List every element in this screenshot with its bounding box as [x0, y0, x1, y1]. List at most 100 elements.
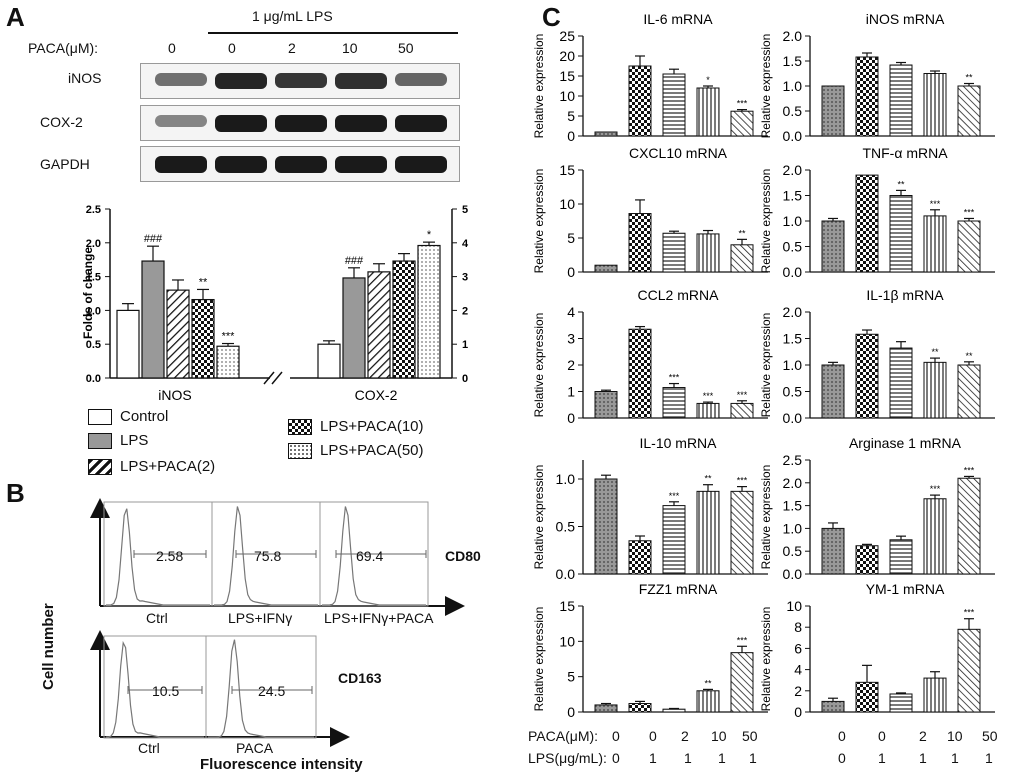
cxcl10-mrna-title: CXCL10 mRNA — [629, 145, 728, 161]
arginase-1-mrna-bar-3 — [923, 498, 947, 575]
blot-cox2 — [140, 105, 460, 141]
legend-item-control: Control — [88, 408, 168, 425]
y-tick-label: 1.0 — [86, 305, 101, 317]
bottom2-lps-0: 0 — [838, 750, 846, 766]
il-1-mrna-bar-2 — [889, 347, 913, 419]
arginase-1-mrna-significance-mark: *** — [964, 465, 975, 475]
flow-panel — [90, 498, 465, 747]
cxcl10-mrna-bar-4 — [730, 244, 754, 273]
significance-mark: ### — [345, 255, 364, 267]
y-tick-label: 2.5 — [86, 204, 101, 216]
fzz1-mrna-bar-1 — [628, 703, 652, 713]
fzz1-mrna-y-label: Relative expression — [532, 607, 546, 712]
cxcl10-mrna-y-tick-label: 0 — [567, 264, 575, 280]
legend-item-paca10: LPS+PACA(10) — [288, 418, 424, 435]
il-10-mrna-y-label: Relative expression — [532, 465, 546, 570]
cd163-paca-frame — [205, 635, 317, 739]
il-6-mrna-title: IL-6 mRNA — [643, 11, 713, 27]
cd163-label-paca: PACA — [236, 740, 274, 756]
arginase-1-mrna-y-tick-label: 1.5 — [783, 498, 803, 514]
ym-1-mrna-bar-4 — [957, 628, 981, 713]
inos-mrna-bar-3 — [923, 73, 947, 137]
cxcl10-mrna-y-tick-label: 5 — [567, 230, 575, 246]
tnf-mrna-y-tick-label: 2.0 — [783, 162, 803, 178]
bottom2-lps-2: 1 — [919, 750, 927, 766]
cd163-value-paca: 24.5 — [258, 683, 286, 699]
tnf-mrna-y-tick-label: 0.0 — [783, 264, 803, 280]
ccl2-mrna-bar-4 — [730, 402, 754, 419]
inos-mrna-title: iNOS mRNA — [866, 11, 945, 27]
cxcl10-mrna-bar-0 — [594, 264, 618, 273]
significance-mark: *** — [222, 331, 236, 343]
blot-band — [215, 156, 267, 173]
fzz1-mrna-y-tick-label: 0 — [567, 704, 575, 720]
cd163-label-ctrl: Ctrl — [138, 740, 160, 756]
ym-1-mrna-bar-0 — [821, 700, 845, 713]
ccl2-mrna-y-tick-label: 3 — [567, 331, 575, 347]
il-6-mrna-y-tick-label: 20 — [559, 48, 575, 64]
legend-swatch-lps — [88, 432, 112, 449]
il-1-mrna-significance-mark: ** — [931, 347, 939, 357]
il-6-mrna-y-label: Relative expression — [532, 34, 546, 139]
panel-label-c: C — [542, 2, 561, 32]
significance-mark: ** — [199, 276, 208, 288]
tnf-mrna-bar-4 — [957, 220, 981, 273]
ym-1-mrna-bar-1 — [855, 681, 879, 713]
fzz1-mrna-bar-0 — [594, 704, 618, 713]
y2-tick-label: 4 — [462, 238, 469, 250]
marker-cd80: CD80 — [445, 548, 481, 564]
ccl2-mrna-title: CCL2 mRNA — [638, 287, 720, 303]
blot-band — [335, 115, 387, 132]
bottom-lps-1: 1 — [649, 750, 657, 766]
significance-mark: ### — [144, 233, 163, 245]
bottom-paca-2: 2 — [681, 728, 689, 744]
il-1-mrna-bar-3 — [923, 361, 947, 419]
ym-1-mrna-bar-2 — [889, 693, 913, 713]
blot-band — [335, 156, 387, 173]
ccl2-mrna-bar-0 — [594, 391, 618, 419]
bottom2-lps-3: 1 — [951, 750, 959, 766]
il-1-mrna-bar-0 — [821, 364, 845, 419]
lps-header-line — [208, 32, 458, 34]
il-6-mrna-bar-1 — [628, 65, 652, 137]
dose-4: 50 — [398, 40, 414, 56]
ccl2-mrna-bar-3 — [696, 402, 720, 419]
legend-item-paca2: LPS+PACA(2) — [88, 458, 215, 475]
inos-mrna-y-tick-label: 0.0 — [783, 128, 803, 144]
il-6-mrna-y-tick-label: 0 — [567, 128, 575, 144]
chart-a: 0.0 0.5 1.0 1.5 2.0 2.5 0 1 2 3 4 5 Folds of change #… — [81, 204, 469, 403]
cxcl10-mrna-significance-mark: ** — [738, 228, 746, 238]
legend-swatch-paca2 — [88, 458, 112, 475]
arginase-1-mrna-y-label: Relative expression — [759, 465, 773, 570]
legend-item-paca50: LPS+PACA(50) — [288, 442, 424, 459]
blot-band — [215, 115, 267, 132]
il-1-mrna-y-tick-label: 0.5 — [783, 384, 803, 400]
il-10-mrna-y-tick-label: 0.0 — [556, 566, 576, 582]
inos-mrna-y-tick-label: 2.0 — [783, 28, 803, 44]
inos-mrna-y-tick-label: 1.0 — [783, 78, 803, 94]
ccl2-mrna-significance-mark: *** — [703, 391, 714, 401]
fzz1-mrna-title: FZZ1 mRNA — [639, 581, 718, 597]
blot-gapdh — [140, 146, 460, 182]
y-tick-label: 0.5 — [86, 339, 101, 351]
arginase-1-mrna-y-tick-label: 2.5 — [783, 452, 803, 468]
ccl2-mrna-bar-2 — [662, 387, 686, 419]
ccl2-mrna-y-tick-label: 0 — [567, 410, 575, 426]
arginase-1-mrna-y-tick-label: 2.0 — [783, 475, 803, 491]
y-tick-label: 0.0 — [86, 373, 101, 385]
bottom2-paca-3: 10 — [947, 728, 963, 744]
il-6-mrna-bar-2 — [662, 73, 686, 137]
arginase-1-mrna-significance-mark: *** — [930, 484, 941, 494]
arginase-1-mrna-y-tick-label: 1.0 — [783, 520, 803, 536]
ym-1-mrna-y-tick-label: 0 — [794, 704, 802, 720]
inos-mrna-bar-0 — [821, 85, 845, 137]
fzz1-mrna-y-tick-label: 15 — [559, 598, 575, 614]
blot-band — [275, 115, 327, 132]
legend-swatch-paca10 — [288, 418, 312, 435]
axis-break-mark — [271, 371, 283, 385]
bottom2-lps-1: 1 — [878, 750, 886, 766]
bottom-lps-3: 1 — [718, 750, 726, 766]
il-1-mrna-title: IL-1β mRNA — [866, 287, 944, 303]
il-10-mrna-bar-2 — [662, 505, 686, 575]
y2-tick-label: 3 — [462, 272, 468, 284]
